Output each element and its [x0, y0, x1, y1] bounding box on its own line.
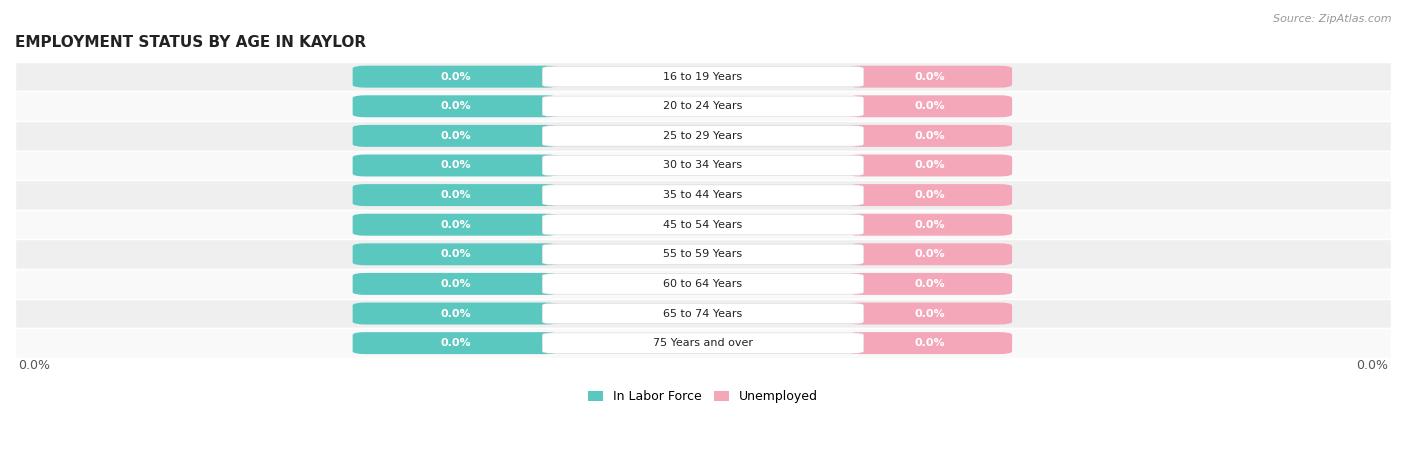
FancyBboxPatch shape [15, 328, 1391, 358]
FancyBboxPatch shape [15, 239, 1391, 269]
Text: 0.0%: 0.0% [18, 360, 49, 373]
FancyBboxPatch shape [848, 95, 1012, 117]
FancyBboxPatch shape [353, 66, 558, 88]
Text: 25 to 29 Years: 25 to 29 Years [664, 131, 742, 141]
Text: 0.0%: 0.0% [440, 338, 471, 348]
FancyBboxPatch shape [848, 302, 1012, 324]
FancyBboxPatch shape [15, 210, 1391, 239]
FancyBboxPatch shape [15, 151, 1391, 180]
Text: 0.0%: 0.0% [440, 309, 471, 319]
Text: 75 Years and over: 75 Years and over [652, 338, 754, 348]
FancyBboxPatch shape [543, 96, 863, 117]
FancyBboxPatch shape [15, 91, 1391, 121]
Text: 0.0%: 0.0% [915, 101, 945, 111]
FancyBboxPatch shape [15, 180, 1391, 210]
Text: 0.0%: 0.0% [440, 72, 471, 81]
Text: 0.0%: 0.0% [915, 131, 945, 141]
Text: 0.0%: 0.0% [915, 249, 945, 259]
Text: Source: ZipAtlas.com: Source: ZipAtlas.com [1274, 14, 1392, 23]
Text: 0.0%: 0.0% [915, 190, 945, 200]
FancyBboxPatch shape [353, 332, 558, 354]
FancyBboxPatch shape [543, 303, 863, 324]
FancyBboxPatch shape [15, 269, 1391, 299]
Text: 0.0%: 0.0% [440, 220, 471, 230]
Text: 0.0%: 0.0% [440, 249, 471, 259]
Text: 20 to 24 Years: 20 to 24 Years [664, 101, 742, 111]
Text: 35 to 44 Years: 35 to 44 Years [664, 190, 742, 200]
Text: 0.0%: 0.0% [440, 190, 471, 200]
FancyBboxPatch shape [353, 95, 558, 117]
FancyBboxPatch shape [353, 243, 558, 266]
Text: EMPLOYMENT STATUS BY AGE IN KAYLOR: EMPLOYMENT STATUS BY AGE IN KAYLOR [15, 35, 366, 50]
Text: 0.0%: 0.0% [915, 161, 945, 171]
FancyBboxPatch shape [848, 332, 1012, 354]
FancyBboxPatch shape [543, 244, 863, 265]
Text: 0.0%: 0.0% [440, 101, 471, 111]
Text: 0.0%: 0.0% [1357, 360, 1388, 373]
FancyBboxPatch shape [15, 121, 1391, 151]
Text: 55 to 59 Years: 55 to 59 Years [664, 249, 742, 259]
FancyBboxPatch shape [848, 273, 1012, 295]
Text: 65 to 74 Years: 65 to 74 Years [664, 309, 742, 319]
FancyBboxPatch shape [15, 62, 1391, 91]
FancyBboxPatch shape [353, 214, 558, 236]
Text: 0.0%: 0.0% [440, 279, 471, 289]
Text: 16 to 19 Years: 16 to 19 Years [664, 72, 742, 81]
Text: 30 to 34 Years: 30 to 34 Years [664, 161, 742, 171]
FancyBboxPatch shape [543, 155, 863, 176]
FancyBboxPatch shape [848, 214, 1012, 236]
FancyBboxPatch shape [353, 184, 558, 206]
FancyBboxPatch shape [353, 302, 558, 324]
FancyBboxPatch shape [353, 154, 558, 176]
FancyBboxPatch shape [353, 273, 558, 295]
FancyBboxPatch shape [848, 125, 1012, 147]
FancyBboxPatch shape [543, 126, 863, 146]
Text: 45 to 54 Years: 45 to 54 Years [664, 220, 742, 230]
Text: 60 to 64 Years: 60 to 64 Years [664, 279, 742, 289]
FancyBboxPatch shape [848, 154, 1012, 176]
FancyBboxPatch shape [353, 125, 558, 147]
FancyBboxPatch shape [543, 185, 863, 205]
FancyBboxPatch shape [543, 67, 863, 87]
FancyBboxPatch shape [543, 333, 863, 353]
Text: 0.0%: 0.0% [440, 161, 471, 171]
Text: 0.0%: 0.0% [440, 131, 471, 141]
Text: 0.0%: 0.0% [915, 220, 945, 230]
Legend: In Labor Force, Unemployed: In Labor Force, Unemployed [583, 386, 823, 409]
Text: 0.0%: 0.0% [915, 279, 945, 289]
FancyBboxPatch shape [543, 274, 863, 294]
Text: 0.0%: 0.0% [915, 72, 945, 81]
FancyBboxPatch shape [543, 215, 863, 235]
FancyBboxPatch shape [15, 299, 1391, 328]
Text: 0.0%: 0.0% [915, 309, 945, 319]
FancyBboxPatch shape [848, 184, 1012, 206]
FancyBboxPatch shape [848, 243, 1012, 266]
FancyBboxPatch shape [848, 66, 1012, 88]
Text: 0.0%: 0.0% [915, 338, 945, 348]
